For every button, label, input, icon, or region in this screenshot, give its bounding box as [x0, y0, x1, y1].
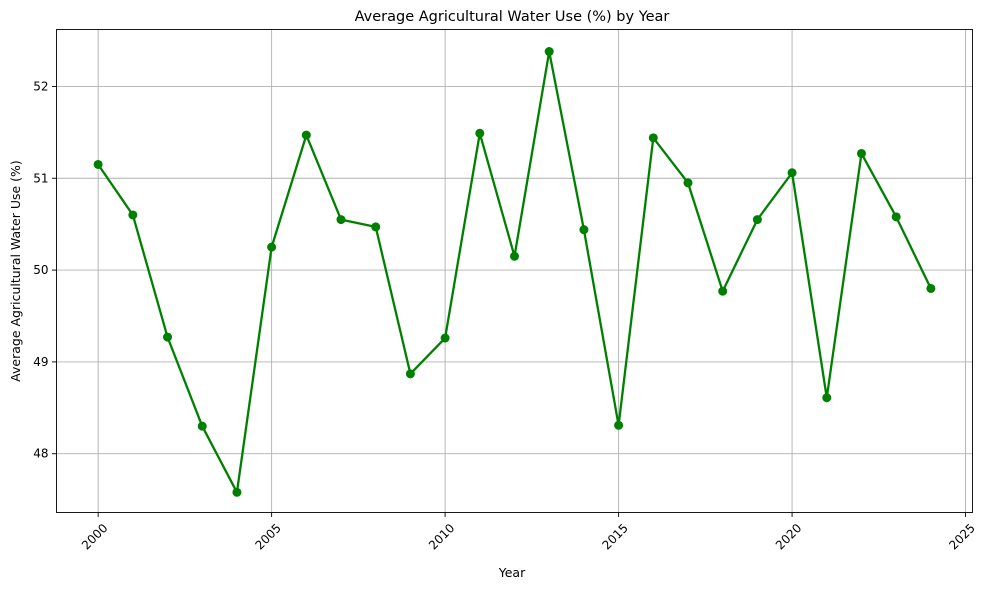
data-point — [926, 283, 936, 293]
y-tick-label: 48 — [33, 447, 48, 461]
grid-lines — [56, 29, 973, 513]
data-point — [614, 420, 624, 430]
y-tick-label: 50 — [33, 263, 48, 277]
data-point — [405, 369, 415, 379]
data-point — [510, 251, 519, 261]
data-point — [718, 286, 728, 296]
data-series — [93, 47, 936, 497]
data-point — [891, 212, 901, 222]
data-point — [336, 215, 346, 225]
plot-axes — [56, 29, 973, 513]
data-point — [232, 487, 242, 497]
data-point — [787, 168, 797, 178]
tick-labels: 2000 2005 2010 2015 2020 2025 48 49 50 51 52 — [33, 79, 978, 552]
data-point — [752, 215, 762, 225]
y-tick-label: 52 — [33, 79, 48, 93]
x-tick-label: 2015 — [599, 521, 630, 552]
data-point — [683, 178, 693, 188]
data-point — [544, 47, 554, 57]
x-axis-label: Year — [498, 565, 526, 580]
x-tick-label: 2000 — [79, 521, 110, 552]
y-tick-label: 51 — [33, 171, 48, 185]
data-point — [371, 222, 381, 232]
data-point — [822, 393, 832, 403]
data-point — [856, 148, 866, 158]
plot-frame — [56, 29, 973, 513]
x-tick-label: 2010 — [426, 521, 457, 552]
data-point — [267, 242, 277, 252]
series-line — [97, 50, 932, 494]
data-point — [197, 421, 207, 431]
data-point — [648, 133, 658, 143]
data-point — [301, 130, 311, 140]
y-tick-label: 49 — [33, 355, 48, 369]
data-point — [128, 210, 138, 220]
x-tick-label: 2005 — [252, 521, 283, 552]
y-axis-label: Average Agricultural Water Use (%) — [8, 160, 23, 382]
x-tick-label: 2020 — [773, 521, 804, 552]
x-tick-label: 2025 — [946, 521, 977, 552]
data-point — [440, 333, 450, 343]
data-point — [579, 225, 589, 235]
data-point — [93, 159, 103, 169]
data-point — [163, 332, 173, 342]
chart-title: Average Agricultural Water Use (%) by Ye… — [355, 9, 670, 25]
data-point — [475, 128, 485, 138]
